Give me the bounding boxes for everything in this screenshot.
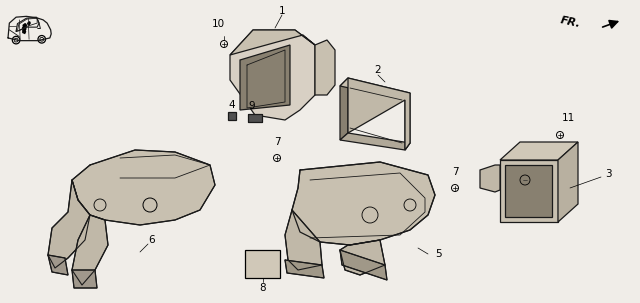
Text: 3: 3: [605, 169, 611, 179]
Polygon shape: [48, 180, 90, 268]
Text: FR.: FR.: [559, 15, 582, 29]
Text: 10: 10: [211, 19, 225, 29]
Polygon shape: [48, 255, 68, 275]
Polygon shape: [340, 78, 348, 140]
Text: 7: 7: [452, 167, 458, 177]
Text: 4: 4: [228, 100, 236, 110]
Polygon shape: [240, 45, 290, 110]
Polygon shape: [340, 78, 410, 100]
Text: 8: 8: [260, 283, 266, 293]
Text: 7: 7: [274, 137, 280, 147]
Polygon shape: [72, 270, 97, 288]
Polygon shape: [340, 240, 385, 275]
Text: 1: 1: [278, 6, 285, 16]
Polygon shape: [505, 165, 552, 217]
Polygon shape: [405, 93, 410, 150]
Polygon shape: [500, 142, 578, 160]
Polygon shape: [480, 165, 500, 192]
Text: 5: 5: [435, 249, 442, 259]
Polygon shape: [72, 215, 108, 285]
Polygon shape: [340, 250, 387, 280]
Polygon shape: [28, 22, 30, 25]
Polygon shape: [23, 30, 26, 33]
Polygon shape: [340, 133, 410, 150]
Polygon shape: [558, 142, 578, 222]
Polygon shape: [348, 78, 410, 150]
Text: 6: 6: [148, 235, 156, 245]
Bar: [245, 250, 280, 278]
Polygon shape: [230, 30, 315, 55]
Text: 2: 2: [374, 65, 381, 75]
Polygon shape: [285, 260, 324, 278]
Polygon shape: [285, 210, 322, 270]
Polygon shape: [228, 112, 236, 120]
Polygon shape: [22, 27, 26, 31]
Text: 11: 11: [561, 113, 575, 123]
Polygon shape: [230, 30, 315, 120]
Polygon shape: [23, 24, 26, 27]
Polygon shape: [500, 160, 558, 222]
Text: 9: 9: [249, 101, 255, 111]
Polygon shape: [292, 162, 435, 245]
Polygon shape: [248, 114, 262, 122]
Polygon shape: [72, 150, 215, 225]
Polygon shape: [315, 40, 335, 95]
